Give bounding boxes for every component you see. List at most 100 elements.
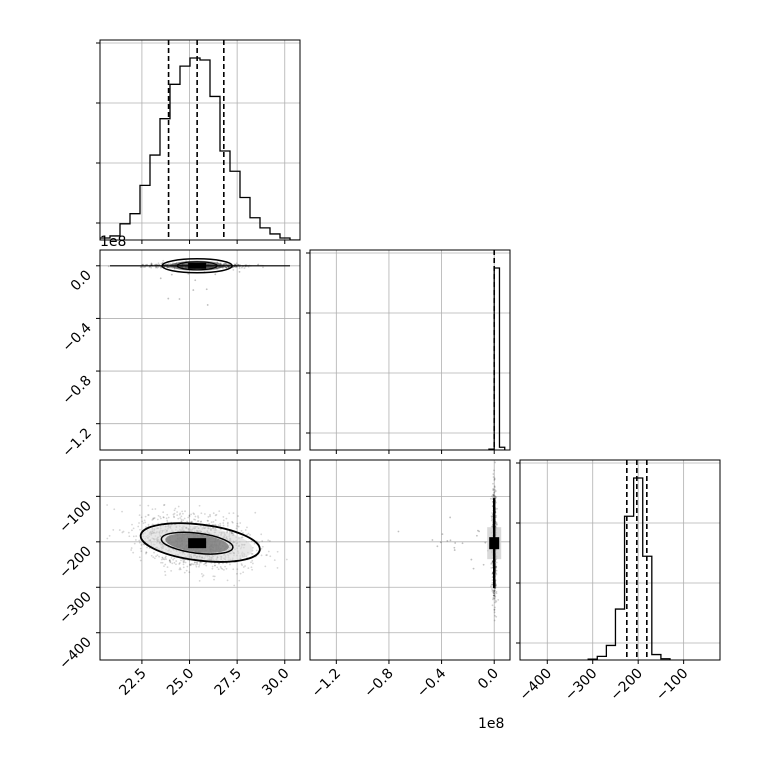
scatter-point (495, 590, 498, 593)
hist-step (100, 57, 300, 240)
scatter-point (493, 594, 496, 597)
scatter-point (491, 581, 494, 584)
scatter-point (431, 539, 434, 541)
scatter-point (222, 562, 224, 565)
scatter-point (160, 262, 163, 265)
panel-scatter-param2-vs-param0 (96, 459, 301, 664)
scatter-point (493, 594, 496, 597)
scatter-point (193, 513, 196, 516)
scatter-point (441, 533, 444, 536)
frame-hist-param0 (99, 39, 301, 241)
scatter-point (214, 564, 216, 567)
hist-step (488, 267, 506, 450)
scatter-point (147, 514, 150, 516)
scatter-point (150, 262, 153, 265)
scatter-point (203, 513, 206, 515)
scatter-point (493, 590, 496, 593)
scatter-point (152, 518, 155, 521)
scatter-point (214, 273, 217, 276)
scatter-point (140, 266, 143, 268)
scatter-point (132, 551, 135, 554)
y-tick-label: −0.4 (59, 320, 94, 355)
scatter-point (180, 520, 183, 523)
scatter-point (203, 525, 205, 528)
scatter-point (183, 561, 185, 564)
scatter-point (191, 563, 194, 566)
scatter-point (213, 575, 216, 578)
scatter-point (229, 563, 231, 566)
scatter-point (214, 514, 217, 517)
scatter-point (250, 566, 253, 569)
scatter-point (158, 555, 161, 558)
scatter-point (492, 598, 494, 601)
x-tick-label: −0.4 (414, 665, 449, 700)
scatter-point (188, 571, 191, 574)
scatter-point (493, 477, 496, 480)
scatter-point (223, 568, 225, 571)
scatter-point (490, 525, 493, 528)
scatter-point (212, 520, 215, 523)
scatter-point (214, 564, 216, 567)
scatter-point (246, 526, 248, 529)
scatter-point (209, 515, 211, 518)
scatter-point (247, 567, 250, 570)
scatter-point (196, 520, 199, 523)
scatter-point (164, 563, 167, 566)
scatter-point (251, 568, 254, 571)
scatter-point (261, 540, 264, 542)
scatter-point (495, 566, 498, 568)
scatter-point (180, 515, 183, 518)
scatter-point (225, 263, 228, 266)
scatter-point (118, 529, 121, 531)
scatter-point (153, 557, 156, 560)
scatter-point (219, 566, 222, 568)
scatter-point (212, 512, 215, 515)
scatter-point (182, 563, 185, 566)
scatter-point (493, 592, 495, 594)
scatter-point (493, 478, 496, 481)
scatter-point (190, 563, 193, 565)
scatter-point (491, 559, 494, 562)
scatter-point (139, 266, 142, 269)
scatter-point (188, 514, 191, 517)
scatter-point (208, 522, 211, 525)
scatter-point (197, 515, 199, 518)
scatter-point (157, 514, 160, 517)
scatter-point (179, 517, 182, 519)
scatter-point (187, 516, 190, 519)
x-tick-label: 27.5 (212, 666, 245, 699)
scatter-point (494, 584, 497, 587)
scatter-point (492, 482, 494, 485)
scatter-point (165, 517, 168, 520)
scatter-point (493, 609, 496, 611)
scatter-point (232, 269, 235, 271)
scatter-point (212, 575, 215, 578)
scatter-point (231, 532, 234, 534)
scatter-point (235, 263, 238, 266)
scatter-point (218, 562, 220, 565)
scatter-point (227, 266, 230, 269)
scatter-point (107, 265, 110, 268)
scatter-point (135, 535, 138, 538)
scatter-point (478, 530, 481, 533)
scatter-point (492, 494, 495, 497)
scatter-point (436, 545, 439, 548)
scatter-point (163, 504, 165, 507)
scatter-point (227, 263, 230, 266)
hist-step (587, 477, 671, 660)
scatter-point (240, 529, 243, 532)
scatter-point (260, 547, 263, 550)
scatter-point (172, 513, 175, 516)
scatter-point (493, 469, 495, 472)
scatter-point (186, 520, 189, 523)
scatter-point (196, 563, 199, 566)
scatter-point (231, 521, 234, 524)
contour-inner (160, 531, 234, 555)
scatter-point (495, 453, 497, 455)
frame-hist-param1 (309, 249, 511, 451)
scatter-point (169, 263, 171, 266)
scatter-point (139, 528, 141, 531)
scatter-point (495, 565, 498, 568)
scatter-point (167, 297, 170, 300)
scatter-point (170, 556, 173, 559)
